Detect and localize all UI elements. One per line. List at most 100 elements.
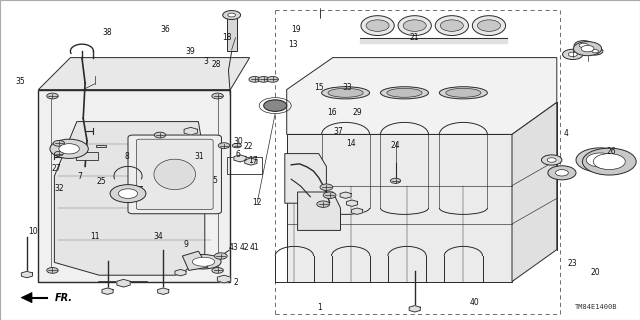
Polygon shape xyxy=(182,251,208,270)
Text: 11: 11 xyxy=(90,232,99,241)
Circle shape xyxy=(267,76,278,82)
Text: 2: 2 xyxy=(233,278,238,287)
Text: TM84E1400B: TM84E1400B xyxy=(575,304,618,310)
Circle shape xyxy=(323,192,336,198)
Polygon shape xyxy=(157,288,169,294)
Ellipse shape xyxy=(387,88,422,97)
Text: 12: 12 xyxy=(253,198,262,207)
Circle shape xyxy=(592,50,598,53)
Text: 41: 41 xyxy=(250,243,260,252)
Text: 29: 29 xyxy=(352,108,362,117)
Circle shape xyxy=(568,52,577,57)
Text: 20: 20 xyxy=(590,268,600,277)
Polygon shape xyxy=(409,306,420,312)
Polygon shape xyxy=(218,275,230,283)
Ellipse shape xyxy=(322,87,370,99)
Circle shape xyxy=(366,20,389,31)
Circle shape xyxy=(47,93,58,99)
Circle shape xyxy=(390,178,401,183)
Ellipse shape xyxy=(186,255,221,269)
Text: 21: 21 xyxy=(410,33,419,42)
Text: 36: 36 xyxy=(160,25,170,34)
Circle shape xyxy=(548,166,576,180)
Polygon shape xyxy=(102,288,113,294)
Circle shape xyxy=(574,41,593,50)
Circle shape xyxy=(403,20,426,31)
Polygon shape xyxy=(512,102,557,282)
Circle shape xyxy=(212,268,223,273)
Circle shape xyxy=(223,11,241,20)
Ellipse shape xyxy=(440,87,488,99)
Circle shape xyxy=(556,170,568,176)
Circle shape xyxy=(154,132,166,138)
Text: 33: 33 xyxy=(342,83,352,92)
Text: 6: 6 xyxy=(236,150,241,159)
Text: 38: 38 xyxy=(102,28,113,37)
Text: 7: 7 xyxy=(77,172,83,181)
Ellipse shape xyxy=(445,88,481,97)
Circle shape xyxy=(249,76,260,82)
Circle shape xyxy=(440,20,463,31)
Polygon shape xyxy=(175,269,186,276)
Text: 9: 9 xyxy=(183,240,188,249)
Circle shape xyxy=(563,49,583,60)
Circle shape xyxy=(214,253,227,259)
Ellipse shape xyxy=(361,16,394,36)
Circle shape xyxy=(110,185,146,203)
Bar xyxy=(227,157,262,174)
Text: 15: 15 xyxy=(314,83,324,92)
Text: 16: 16 xyxy=(326,108,337,117)
Polygon shape xyxy=(298,192,340,230)
Circle shape xyxy=(47,268,58,273)
Polygon shape xyxy=(117,279,130,287)
Text: 40: 40 xyxy=(470,298,480,307)
FancyBboxPatch shape xyxy=(128,135,221,214)
Circle shape xyxy=(586,153,614,167)
Text: 37: 37 xyxy=(333,127,343,136)
Polygon shape xyxy=(346,200,358,206)
Polygon shape xyxy=(340,192,351,198)
Text: 19: 19 xyxy=(291,25,301,34)
Polygon shape xyxy=(234,155,246,162)
Text: 5: 5 xyxy=(212,176,217,185)
Circle shape xyxy=(593,154,625,170)
Text: FR.: FR. xyxy=(54,292,72,303)
Text: 25: 25 xyxy=(96,177,106,186)
Bar xyxy=(96,145,106,147)
FancyBboxPatch shape xyxy=(136,139,213,210)
Polygon shape xyxy=(285,154,326,203)
Text: 1: 1 xyxy=(317,303,323,312)
Circle shape xyxy=(258,76,269,82)
Text: 43: 43 xyxy=(228,243,239,252)
Circle shape xyxy=(579,43,588,48)
Ellipse shape xyxy=(398,16,431,36)
Text: 23: 23 xyxy=(568,259,578,268)
Polygon shape xyxy=(21,292,32,303)
Text: 4: 4 xyxy=(564,129,569,138)
Text: 35: 35 xyxy=(15,77,26,86)
Polygon shape xyxy=(184,127,197,135)
Text: 13: 13 xyxy=(288,40,298,49)
Ellipse shape xyxy=(328,88,364,97)
Polygon shape xyxy=(227,18,237,51)
Text: 30: 30 xyxy=(233,137,243,146)
Text: 27: 27 xyxy=(51,164,61,173)
Text: 3: 3 xyxy=(204,57,209,66)
Text: 10: 10 xyxy=(28,228,38,236)
Text: 39: 39 xyxy=(186,47,196,56)
Circle shape xyxy=(212,93,223,99)
Circle shape xyxy=(477,20,500,31)
Polygon shape xyxy=(54,122,205,275)
Ellipse shape xyxy=(380,87,429,99)
Text: 32: 32 xyxy=(54,184,64,193)
Circle shape xyxy=(59,144,79,154)
Polygon shape xyxy=(38,90,230,282)
Circle shape xyxy=(228,13,236,17)
Circle shape xyxy=(320,184,333,190)
Text: 17: 17 xyxy=(248,156,258,165)
Text: 34: 34 xyxy=(154,232,164,241)
Ellipse shape xyxy=(472,16,506,36)
Circle shape xyxy=(218,143,230,148)
Polygon shape xyxy=(244,158,257,165)
Polygon shape xyxy=(76,152,98,160)
